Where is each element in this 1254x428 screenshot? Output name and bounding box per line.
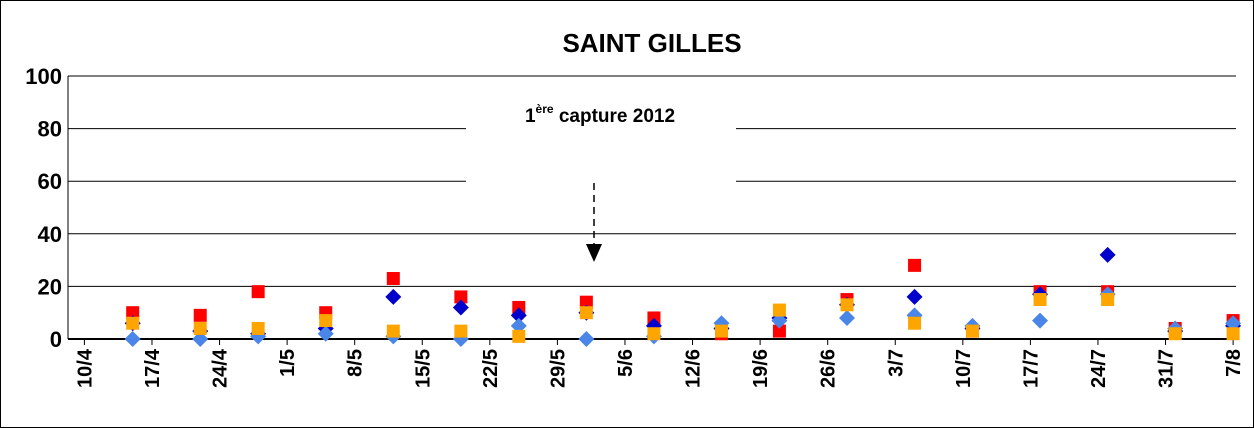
marker-square — [647, 327, 661, 341]
marker-square — [1226, 327, 1240, 341]
marker-square — [772, 303, 786, 317]
marker-diamond — [1225, 315, 1242, 332]
x-tick-label: 17/7 — [1020, 349, 1042, 388]
marker-square — [1168, 327, 1182, 341]
marker-square — [454, 290, 468, 304]
marker-diamond — [771, 312, 788, 329]
x-tick-label: 31/7 — [1156, 349, 1178, 388]
marker-square — [126, 316, 140, 330]
marker-square — [772, 324, 786, 338]
x-tick-label: 24/4 — [210, 348, 232, 388]
marker-square — [1101, 293, 1115, 307]
marker-square — [512, 329, 526, 343]
marker-diamond — [510, 307, 527, 324]
y-tick-label: 80 — [38, 117, 62, 142]
marker-square — [454, 324, 468, 338]
marker-square — [193, 308, 207, 322]
y-tick-label: 0 — [50, 327, 62, 352]
plot-area: 0 20 40 60 80 100 10/4 17/4 24/4 1/5 8/5 15/5 22/5 29… — [25, 64, 1245, 388]
y-tick-label: 40 — [38, 222, 62, 247]
marker-square — [386, 324, 400, 338]
annotation-part: capture 2012 — [554, 106, 675, 127]
x-tick-label: 17/4 — [142, 348, 164, 388]
x-tick-label: 19/6 — [750, 349, 772, 388]
marker-diamond — [510, 317, 527, 334]
x-tick-label: 22/5 — [480, 349, 502, 388]
annotation-part: ère — [536, 102, 554, 116]
y-tick-label: 60 — [38, 169, 62, 194]
marker-square — [1033, 293, 1047, 307]
marker-diamond — [192, 331, 209, 347]
marker-square — [965, 324, 979, 338]
marker-diamond — [906, 288, 923, 305]
marker-square — [386, 272, 400, 286]
annotation-part: 1 — [525, 106, 536, 127]
marker-square — [579, 306, 593, 320]
x-tick-label: 3/7 — [885, 349, 907, 377]
marker-diamond — [317, 325, 334, 342]
marker-diamond — [838, 309, 855, 326]
marker-square — [319, 314, 333, 328]
annotation: 1ère capture 2012 — [525, 102, 675, 127]
x-tick-label: 1/5 — [277, 349, 299, 377]
marker-diamond — [1032, 312, 1049, 329]
marker-square — [193, 321, 207, 335]
annotation-box — [466, 100, 736, 182]
marker-square — [908, 258, 922, 272]
y-tick-label: 20 — [38, 274, 62, 299]
x-tick-label: 15/5 — [412, 349, 434, 388]
marker-diamond — [385, 288, 402, 305]
x-tick-label: 26/6 — [818, 349, 840, 388]
marker-square — [908, 316, 922, 330]
x-tick-label: 29/5 — [547, 349, 569, 388]
marker-diamond — [124, 331, 141, 347]
marker-square — [715, 324, 729, 338]
x-tick-label: 24/7 — [1088, 349, 1110, 388]
marker-diamond — [1099, 246, 1116, 263]
marker-diamond — [452, 299, 469, 316]
marker-square — [579, 295, 593, 309]
y-tick-label: 100 — [25, 64, 62, 89]
x-tick-label: 10/4 — [74, 348, 96, 388]
marker-diamond — [578, 331, 595, 347]
marker-square — [251, 285, 265, 299]
x-tick-label: 10/7 — [953, 349, 975, 388]
x-tick-label: 12/6 — [683, 349, 705, 388]
x-tick-label: 8/5 — [345, 349, 367, 377]
x-tick-label: 7/8 — [1223, 349, 1245, 377]
x-tick-label: 5/6 — [615, 349, 637, 377]
annotation-arrowhead — [586, 244, 602, 262]
marker-square — [840, 298, 854, 312]
chart-title: SAINT GILLES — [562, 28, 741, 58]
marker-square — [126, 306, 140, 320]
marker-square — [251, 321, 265, 335]
